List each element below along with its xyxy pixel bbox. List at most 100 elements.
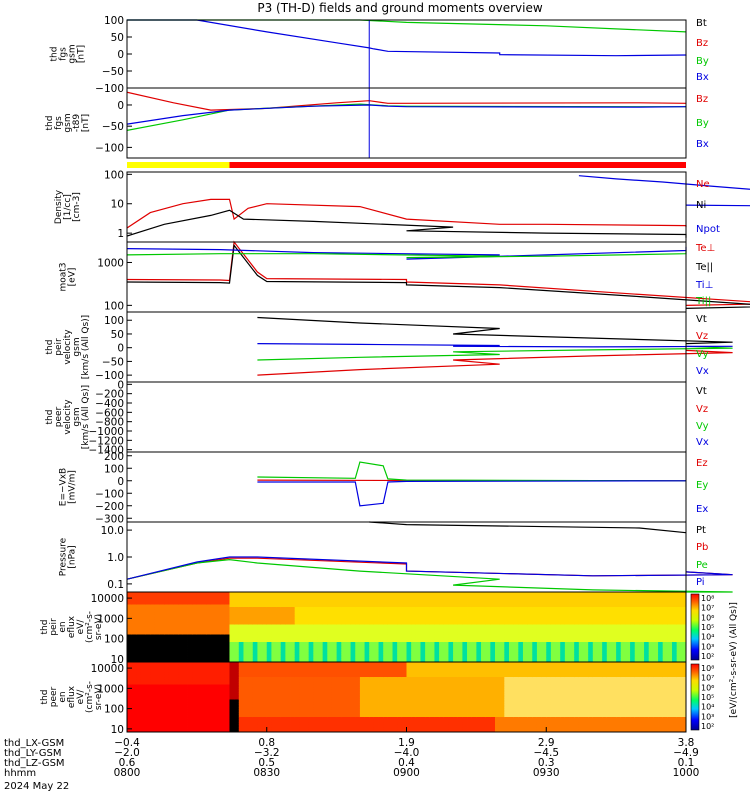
spectrogram-cell — [215, 594, 221, 598]
spectrogram-cell — [336, 667, 342, 670]
spectrogram-cell — [127, 672, 133, 675]
spectrogram-cell — [341, 644, 347, 648]
spectrogram-cell — [243, 687, 249, 690]
spectrogram-cell — [616, 597, 622, 600]
spectrogram-cell — [140, 712, 147, 715]
spectrogram-cell — [317, 612, 324, 615]
spectrogram-cell — [336, 647, 342, 650]
y-tick-label: −600 — [95, 407, 124, 419]
spectrogram-cell — [606, 629, 612, 633]
spectrogram-cell — [140, 707, 147, 710]
spectrogram-cell — [131, 609, 137, 613]
spectrogram-cell — [178, 724, 184, 728]
spectrogram-cell — [527, 629, 533, 633]
spectrogram-cell — [304, 594, 310, 598]
spectrogram-cell — [304, 639, 310, 643]
spectrogram-cell — [201, 642, 207, 645]
spectrogram-cell — [504, 622, 510, 625]
spectrogram-cell — [564, 634, 570, 638]
spectrogram-cell — [229, 627, 235, 630]
spectrogram-cell — [173, 627, 179, 630]
spectrogram-cell — [252, 724, 258, 728]
spectrogram-cell — [304, 697, 310, 700]
spectrogram-cell — [159, 672, 165, 675]
spectrogram-cell — [350, 592, 356, 595]
spectrogram-cell — [238, 604, 244, 608]
spectrogram-cell — [658, 634, 664, 638]
spectrogram-cell — [150, 719, 156, 723]
spectrogram-cell — [229, 717, 235, 720]
spectrogram-cell — [322, 677, 328, 680]
spectrogram-cell — [252, 592, 258, 595]
spectrogram-cell — [490, 609, 496, 613]
spectrogram-cell — [224, 597, 230, 600]
spectrogram-cell — [238, 724, 244, 728]
spectrogram-cell — [159, 657, 165, 660]
spectrogram-cell — [331, 672, 338, 675]
spectrogram-cell — [471, 604, 477, 608]
spectrogram-cell — [625, 599, 631, 603]
spectrogram-cell — [252, 672, 258, 675]
spectrogram-cell — [327, 697, 333, 700]
spectrogram-cell — [336, 629, 342, 633]
spectrogram-cell — [215, 599, 221, 603]
spectrogram-cell — [653, 599, 659, 603]
spectrogram-cell — [224, 629, 230, 633]
spectrogram-cell — [350, 702, 356, 705]
spectrogram-cell — [299, 592, 305, 595]
spectrogram-cell — [485, 609, 491, 613]
spectrogram-cell — [136, 709, 142, 713]
spectrogram-cell — [443, 642, 449, 645]
spectrogram-cell — [555, 652, 561, 655]
spectrogram-cell — [653, 654, 659, 658]
spectrogram-cell — [541, 617, 547, 620]
spectrogram-cell — [481, 594, 487, 598]
spectrogram-cell — [476, 647, 482, 650]
spectrogram-cell — [206, 629, 212, 633]
spectrogram-cell — [215, 592, 221, 595]
spectrogram-cell — [555, 634, 561, 638]
spectrogram-cell — [294, 634, 300, 638]
spectrogram-cell — [266, 729, 272, 733]
spectrogram-cell — [359, 704, 365, 708]
spectrogram-cell — [527, 612, 533, 615]
spectrogram-cell — [257, 709, 263, 713]
spectrogram-cell — [224, 699, 230, 703]
spectrogram-cell — [541, 632, 547, 635]
spectrogram-cell — [644, 629, 650, 633]
spectrogram-cell — [154, 712, 161, 715]
spectrogram-cell — [672, 594, 678, 598]
spectrogram-cell — [532, 654, 538, 658]
spectrogram-cell — [411, 639, 417, 643]
spectrogram-cell — [136, 669, 142, 673]
spectrogram-cell — [462, 607, 468, 610]
spectrogram-cell — [196, 717, 202, 720]
spectrogram-cell — [159, 642, 165, 645]
spectrogram-cell — [271, 684, 277, 688]
spectrogram-cell — [448, 599, 454, 603]
spectrogram-cell — [504, 612, 510, 615]
spectrogram-cell — [154, 699, 161, 703]
spectrogram-cell — [257, 697, 263, 700]
spectrogram-cell — [206, 609, 212, 613]
spectrogram-cell — [266, 634, 272, 638]
spectrogram-cell — [290, 597, 296, 600]
spectrogram-cell — [220, 594, 226, 598]
spectrogram-cell — [546, 602, 552, 605]
spectrogram-cell — [578, 619, 584, 623]
spectrogram-cell — [229, 622, 235, 625]
spectrogram-cell — [238, 667, 244, 670]
spectrogram-cell — [364, 614, 370, 618]
spectrogram-cell — [285, 684, 291, 688]
spectrogram-cell — [294, 692, 300, 695]
spectrogram-cell — [620, 597, 626, 600]
spectrogram-cell — [252, 722, 258, 725]
spectrogram-cell — [546, 622, 552, 625]
spectrogram-cell — [532, 639, 538, 643]
spectrogram-cell — [178, 729, 184, 733]
spectrogram-cell — [290, 634, 296, 638]
spectrogram-cell — [266, 592, 272, 595]
spectrogram-cell — [238, 682, 244, 685]
spectrogram-cell — [322, 729, 328, 733]
